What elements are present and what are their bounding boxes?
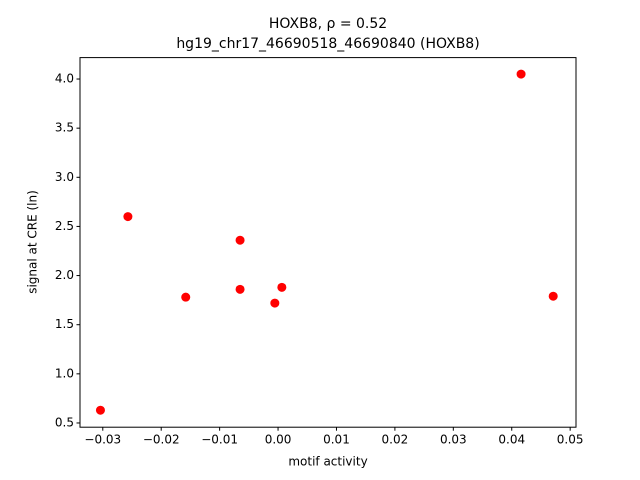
x-tick-label: −0.02	[143, 433, 180, 447]
x-axis-label: motif activity	[288, 455, 367, 469]
y-tick-label: 0.5	[55, 415, 74, 429]
point	[516, 69, 526, 79]
point	[277, 282, 287, 292]
x-tick-label: 0.05	[557, 433, 584, 447]
x-tick-label: 0.03	[440, 433, 467, 447]
point	[181, 292, 191, 302]
x-tick-label: 0.00	[265, 433, 292, 447]
y-tick-label: 1.5	[55, 317, 74, 331]
x-tick-label: −0.03	[84, 433, 121, 447]
x-tick-label: 0.04	[498, 433, 525, 447]
x-tick-label: 0.01	[323, 433, 350, 447]
y-tick-label: 2.0	[55, 268, 74, 282]
point	[270, 298, 280, 308]
x-tick-label: −0.01	[201, 433, 238, 447]
point	[95, 405, 105, 415]
y-tick-label: 3.5	[55, 121, 74, 135]
point	[235, 235, 245, 245]
chart-subtitle: hg19_chr17_46690518_46690840 (HOXB8)	[176, 36, 479, 52]
x-tick-label: 0.02	[382, 433, 409, 447]
y-tick-label: 3.0	[55, 170, 74, 184]
plot-frame	[79, 57, 577, 428]
y-axis-label: signal at CRE (ln)	[26, 190, 40, 294]
chart-title: HOXB8, ρ = 0.52	[269, 16, 387, 32]
point	[123, 212, 133, 222]
y-tick-label: 2.5	[55, 219, 74, 233]
y-tick-label: 4.0	[55, 72, 74, 86]
point	[548, 291, 558, 301]
point	[235, 284, 245, 294]
y-tick-label: 1.0	[55, 366, 74, 380]
